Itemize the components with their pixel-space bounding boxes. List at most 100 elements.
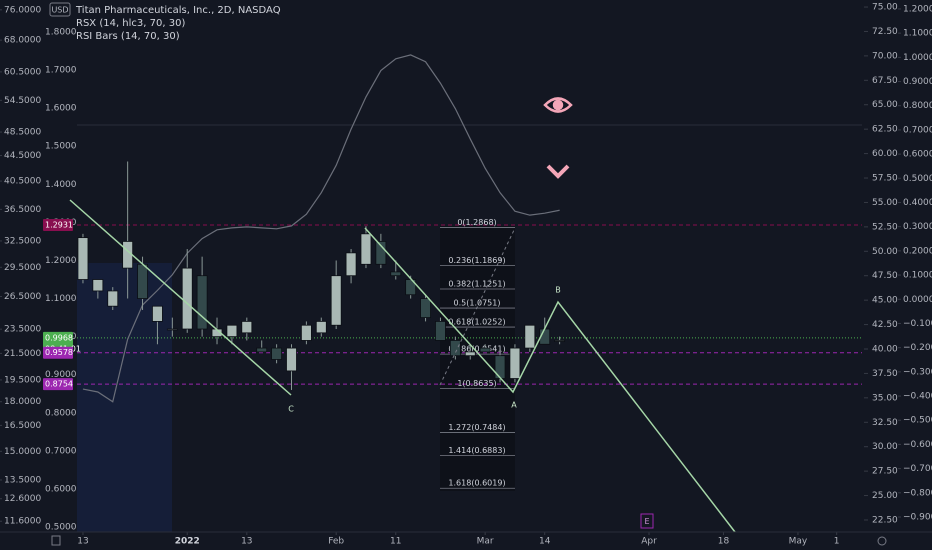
marks [77,54,566,403]
left-tick-label: 16.5000 [4,421,41,431]
settings-icon[interactable] [877,536,887,546]
y-tick-label: 1.5000 [45,142,77,152]
y2-tick-label: 55.00 [872,198,898,208]
candle-body [375,241,387,265]
y3-tick-label: −0.8000 [903,488,932,498]
candle-body [435,321,446,341]
y-tick-label: 1.1000 [45,294,77,304]
x-tick-label: May [789,537,808,547]
candle-body [107,290,119,307]
fib-label: 1.618(0.6019) [448,479,505,488]
pattern-label: A [511,401,517,410]
pattern-label: C [288,405,294,414]
pattern-label: B [555,286,561,295]
candle-body [271,347,283,360]
candle-body [77,237,89,280]
legend-entry: RSX (14, hlc3, 70, 30) [76,18,185,29]
price-label: 0.9968 [45,333,73,342]
x-tick-label: Feb [328,537,344,547]
fib-label: 1(0.8635) [457,379,496,388]
fib-label: 0.786(0.9541) [448,345,505,354]
y2-tick-label: 32.50 [872,418,898,428]
y2-tick-label: 35.00 [872,393,898,403]
candle-body [196,275,208,330]
left-tick-label: 36.5000 [4,205,41,215]
candle-body [464,351,476,357]
y-tick-label: 1.2000 [45,256,77,266]
left-tick-label: 60.5000 [4,67,41,77]
left-tick-label: 19.5000 [4,375,41,385]
y2-tick-label: 37.50 [872,369,898,379]
y3-tick-label: −0.6000 [903,440,932,450]
y3-tick-label: −0.7000 [903,464,932,474]
candle-body [137,263,148,299]
eye-icon [543,97,573,113]
left-tick-label: 40.5000 [4,177,41,187]
left-tick-label: 29.5000 [4,263,41,273]
left-tick-label: 15.0000 [4,447,41,457]
y3-tick-label: 0.0000 [903,295,932,305]
fib-trend [439,227,516,386]
event-label: E [644,517,649,526]
grid: 1.80001.70001.60001.50001.40001.30001.20… [0,3,932,547]
price-label-box [43,378,73,391]
left-tick-label: 32.5000 [4,236,41,246]
y3-tick-label: 0.2000 [903,246,932,256]
left-tick-label: 48.5000 [4,128,41,138]
y3-tick-label: −0.1000 [903,319,932,329]
x-tick-label: 14 [539,537,551,547]
y2-tick-label: 70.00 [872,51,898,61]
candle-body [92,279,104,292]
price-label: 0.8754 [45,380,73,389]
y3-tick-label: −0.9000 [903,513,932,523]
y2-tick-label: 72.50 [872,27,898,37]
currency: USD [51,6,68,15]
y3-tick-label: 0.5000 [903,174,932,184]
y2-tick-label: 60.00 [872,149,898,159]
candle-body [449,340,461,357]
y-tick-label: 1.6000 [45,104,77,114]
candle-body [166,328,178,331]
y2-tick-label: 22.50 [872,515,898,525]
y2-tick-label: 62.50 [872,125,898,135]
y2-tick-label: 42.50 [872,320,898,330]
pattern-line [69,199,292,396]
x-tick-label: 13 [241,537,252,547]
candle-body [479,347,491,353]
x-tick-label: 13 [77,537,88,547]
y3-tick-label: 0.6000 [903,150,932,160]
candle-body [152,305,163,322]
left-tick-label: 21.5000 [4,349,41,359]
y3-tick-label: 1.2000 [903,4,932,14]
x-tick-label: Apr [641,537,657,547]
y3-tick-label: −0.2000 [903,343,932,353]
y3-tick-label: 0.4000 [903,198,932,208]
y2-tick-label: 75.00 [872,3,898,13]
fib-label: 0.618(1.0252) [448,318,505,327]
currency-box [49,2,71,17]
y-tick-label: 0.7000 [45,446,77,456]
y-tick-label: 1.8000 [45,27,77,37]
left-tick-label: 23.5000 [4,325,41,335]
zoom-icon[interactable] [51,535,61,546]
candle-body [300,324,312,341]
candle-body [226,324,238,338]
candle-body [494,355,506,379]
price-label: 1.2931 [45,221,73,230]
left-tick-label: 44.5000 [4,151,41,161]
x-tick-label: 2022 [175,537,200,547]
range-shade [77,263,172,532]
y2-tick-label: 47.50 [872,271,898,281]
fib-label: 0(1.2868) [457,218,496,227]
y3-tick-label: −0.5000 [903,416,932,426]
candle-body [330,275,342,326]
y2-tick-label: 67.50 [872,76,898,86]
y3-tick-label: 1.0000 [903,53,932,63]
y3-tick-label: 1.1000 [903,29,932,39]
left-tick-label: 13.5000 [4,475,41,485]
y2-tick-label: 57.50 [872,174,898,184]
candle-body [509,347,521,379]
candle-body [345,252,357,277]
candle-body [256,347,268,353]
